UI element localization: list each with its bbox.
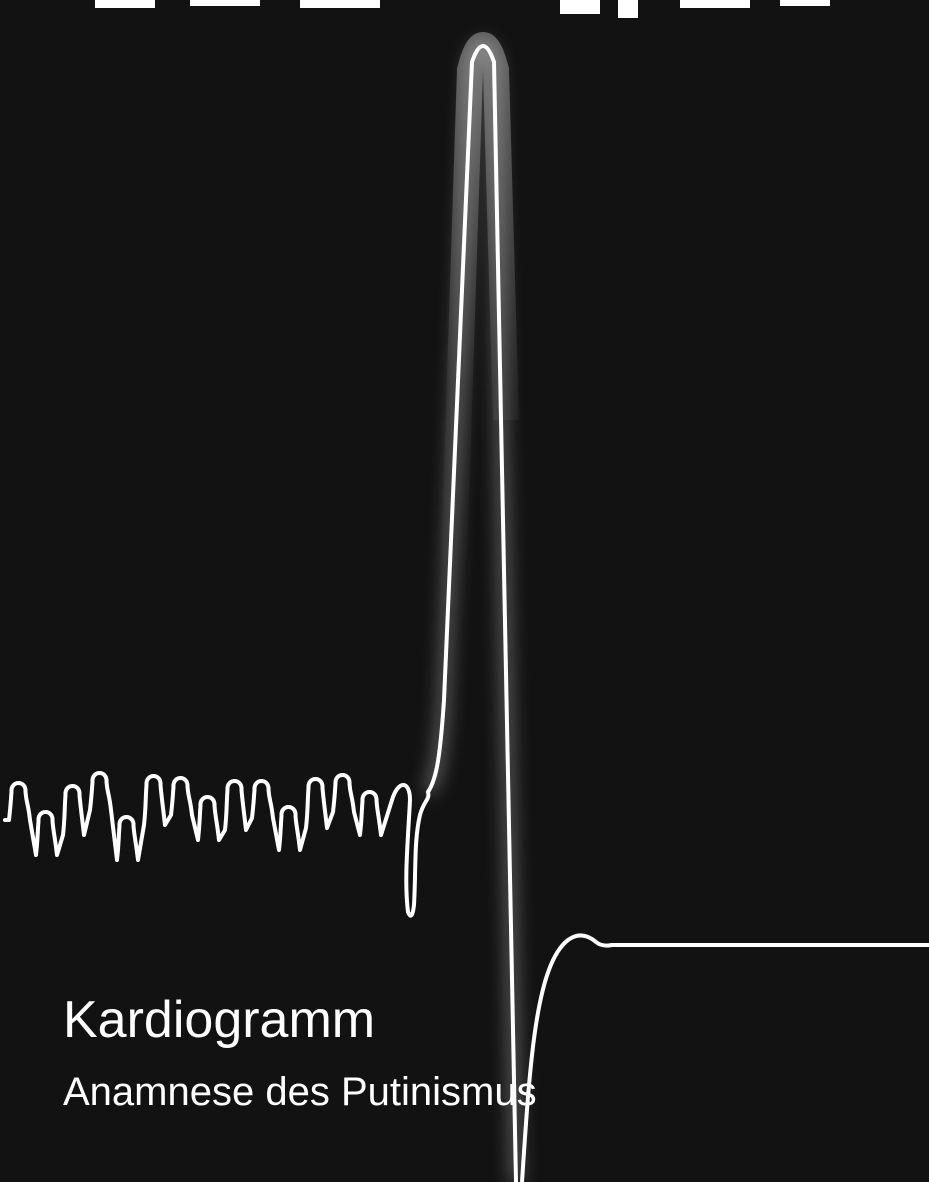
- crowd-line: [3, 771, 431, 918]
- masthead-fragment: [95, 0, 830, 18]
- title: Kardiogramm: [63, 991, 375, 1049]
- subtitle: Anamnese des Putinismus: [63, 1070, 537, 1114]
- spike-line: [426, 44, 518, 1182]
- baseline-line: [520, 933, 929, 1182]
